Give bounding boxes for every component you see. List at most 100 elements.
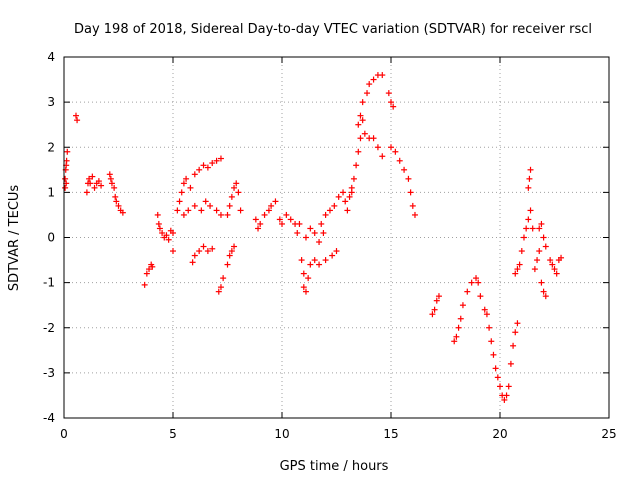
data-point: [353, 162, 360, 169]
x-tick-label: 25: [601, 427, 616, 441]
data-point: [459, 302, 466, 309]
data-point: [536, 225, 543, 232]
data-point: [276, 216, 283, 223]
data-point: [185, 207, 192, 214]
data-point: [549, 261, 556, 268]
data-point: [370, 76, 377, 83]
data-point: [409, 202, 416, 209]
data-point: [388, 144, 394, 151]
data-point: [115, 202, 122, 209]
data-point: [405, 175, 412, 182]
data-point: [526, 175, 533, 182]
data-point: [217, 211, 224, 218]
data-point: [540, 288, 547, 295]
y-tick-label: -4: [43, 411, 55, 425]
data-point: [207, 202, 214, 209]
data-point: [196, 166, 203, 173]
data-point: [300, 270, 307, 277]
data-point: [385, 90, 392, 97]
data-point: [213, 207, 220, 214]
data-point: [261, 211, 268, 218]
data-point: [272, 198, 279, 205]
data-point: [302, 288, 309, 295]
data-point: [302, 234, 309, 241]
data-point: [228, 193, 235, 200]
data-point: [89, 173, 96, 180]
data-point: [305, 275, 312, 282]
y-tick-label: 1: [47, 185, 55, 199]
data-point: [165, 236, 172, 243]
data-point: [146, 266, 153, 273]
data-point: [525, 216, 532, 223]
data-point: [307, 261, 314, 268]
data-point: [333, 248, 340, 255]
data-point: [111, 184, 118, 191]
data-point: [481, 306, 488, 313]
data-point: [252, 216, 259, 223]
x-tick-label: 10: [274, 427, 289, 441]
data-point: [202, 198, 209, 205]
data-point: [503, 392, 510, 399]
x-tick-label: 20: [492, 427, 507, 441]
data-point: [154, 211, 161, 218]
data-point: [209, 245, 216, 252]
data-point: [265, 207, 272, 214]
data-point: [64, 148, 71, 155]
data-point: [540, 234, 547, 241]
data-point: [429, 311, 436, 318]
data-point: [388, 99, 394, 106]
data-point: [355, 121, 362, 128]
data-point: [72, 112, 79, 119]
data-point: [355, 148, 362, 155]
data-point: [507, 360, 514, 367]
data-point: [401, 166, 408, 173]
data-point: [217, 284, 224, 291]
data-point: [379, 72, 386, 79]
data-point: [159, 229, 166, 236]
data-point: [431, 306, 438, 313]
data-point: [235, 189, 242, 196]
data-point: [311, 257, 318, 264]
data-point: [204, 248, 211, 255]
data-point: [113, 198, 120, 205]
grid: [64, 57, 609, 418]
data-point: [200, 162, 207, 169]
data-point: [106, 171, 113, 178]
data-point: [119, 209, 126, 216]
data-point: [300, 284, 307, 291]
data-point: [516, 261, 523, 268]
x-tick-label: 0: [60, 427, 68, 441]
data-point: [366, 81, 373, 88]
data-point: [191, 202, 198, 209]
data-point: [497, 383, 503, 390]
data-point: [527, 207, 534, 214]
data-point: [505, 383, 512, 390]
data-point: [329, 252, 336, 259]
data-point: [74, 117, 81, 124]
data-point: [180, 211, 187, 218]
data-point: [316, 239, 323, 246]
data-point: [155, 220, 162, 227]
data-point: [226, 202, 233, 209]
data-point: [141, 281, 148, 288]
data-point: [361, 130, 368, 137]
y-tick-label: 4: [47, 50, 55, 64]
data-point: [344, 207, 351, 214]
data-point: [486, 324, 493, 331]
data-point: [331, 202, 338, 209]
data-point: [198, 207, 205, 214]
y-tick-label: -1: [43, 276, 55, 290]
data-point: [435, 293, 442, 300]
data-point: [298, 257, 305, 264]
data-point: [531, 266, 538, 273]
data-point: [340, 189, 347, 196]
data-point: [311, 229, 318, 236]
data-point: [191, 252, 198, 259]
data-point: [87, 180, 94, 187]
data-point: [523, 225, 530, 232]
data-point: [143, 270, 150, 277]
data-point: [209, 160, 216, 167]
data-point: [433, 297, 440, 304]
data-point: [558, 254, 565, 261]
data-point: [213, 157, 220, 164]
